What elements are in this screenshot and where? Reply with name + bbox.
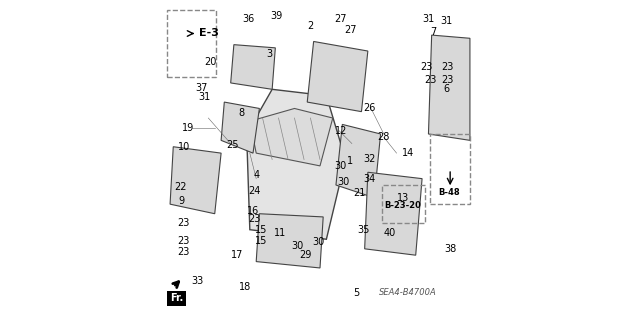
- Text: 13: 13: [397, 193, 409, 203]
- Text: 10: 10: [179, 142, 191, 152]
- Text: 30: 30: [312, 237, 324, 248]
- Polygon shape: [246, 89, 346, 239]
- Text: 32: 32: [364, 154, 376, 165]
- Text: 5: 5: [353, 288, 360, 299]
- Text: 27: 27: [335, 14, 347, 24]
- Text: 34: 34: [364, 174, 376, 184]
- Text: 23: 23: [248, 213, 260, 224]
- Text: 24: 24: [248, 186, 260, 197]
- Text: 25: 25: [226, 140, 239, 150]
- Text: 37: 37: [196, 83, 208, 93]
- Bar: [382, 185, 425, 223]
- Text: 21: 21: [354, 188, 366, 198]
- Text: 9: 9: [178, 196, 184, 206]
- Text: E-3: E-3: [199, 28, 219, 39]
- Bar: [430, 134, 470, 204]
- Polygon shape: [336, 124, 381, 198]
- Polygon shape: [428, 35, 470, 140]
- Text: 28: 28: [378, 132, 390, 142]
- Bar: [167, 10, 216, 77]
- Text: 38: 38: [445, 244, 457, 254]
- Polygon shape: [256, 214, 323, 268]
- Text: 40: 40: [384, 228, 396, 238]
- Polygon shape: [250, 108, 333, 166]
- Text: 4: 4: [253, 170, 259, 181]
- Text: 23: 23: [177, 236, 190, 246]
- Polygon shape: [230, 45, 275, 89]
- Text: 2: 2: [307, 20, 314, 31]
- Text: 15: 15: [255, 225, 267, 235]
- Text: 23: 23: [177, 247, 190, 257]
- Text: 26: 26: [364, 103, 376, 114]
- Text: 15: 15: [255, 236, 267, 246]
- Text: B-48: B-48: [438, 189, 460, 197]
- Text: Fr.: Fr.: [170, 293, 183, 303]
- Text: 31: 31: [440, 16, 452, 26]
- Text: 31: 31: [198, 92, 211, 102]
- Polygon shape: [365, 172, 422, 255]
- Polygon shape: [307, 41, 368, 112]
- Text: 17: 17: [231, 250, 243, 260]
- Text: 3: 3: [266, 49, 272, 59]
- Text: 14: 14: [402, 148, 414, 158]
- Text: 36: 36: [242, 14, 254, 24]
- Text: 35: 35: [357, 225, 369, 235]
- Text: 8: 8: [239, 108, 245, 118]
- Text: 12: 12: [335, 126, 347, 136]
- Text: 30: 30: [338, 177, 350, 187]
- Polygon shape: [170, 147, 221, 214]
- Text: 29: 29: [300, 250, 312, 260]
- Text: 33: 33: [191, 276, 204, 286]
- Text: 16: 16: [247, 205, 259, 216]
- Text: 11: 11: [274, 228, 286, 238]
- Text: 39: 39: [271, 11, 283, 21]
- Text: 23: 23: [442, 75, 454, 85]
- Text: 27: 27: [344, 25, 357, 35]
- Text: 1: 1: [348, 156, 353, 166]
- Text: 30: 30: [292, 241, 304, 251]
- Polygon shape: [221, 102, 259, 153]
- Text: 31: 31: [422, 14, 435, 24]
- Text: 19: 19: [182, 122, 194, 133]
- Text: 7: 7: [430, 27, 436, 37]
- Text: SEA4-B4700A: SEA4-B4700A: [379, 288, 436, 297]
- Text: 23: 23: [420, 62, 433, 72]
- Text: 22: 22: [174, 182, 187, 192]
- Text: 18: 18: [239, 282, 251, 292]
- Text: 23: 23: [424, 75, 436, 85]
- Text: 20: 20: [204, 57, 216, 67]
- Text: 23: 23: [442, 62, 454, 72]
- Text: 30: 30: [335, 161, 347, 171]
- Text: B-23-20: B-23-20: [384, 201, 420, 210]
- Text: 6: 6: [443, 84, 449, 94]
- Text: 23: 23: [177, 218, 190, 228]
